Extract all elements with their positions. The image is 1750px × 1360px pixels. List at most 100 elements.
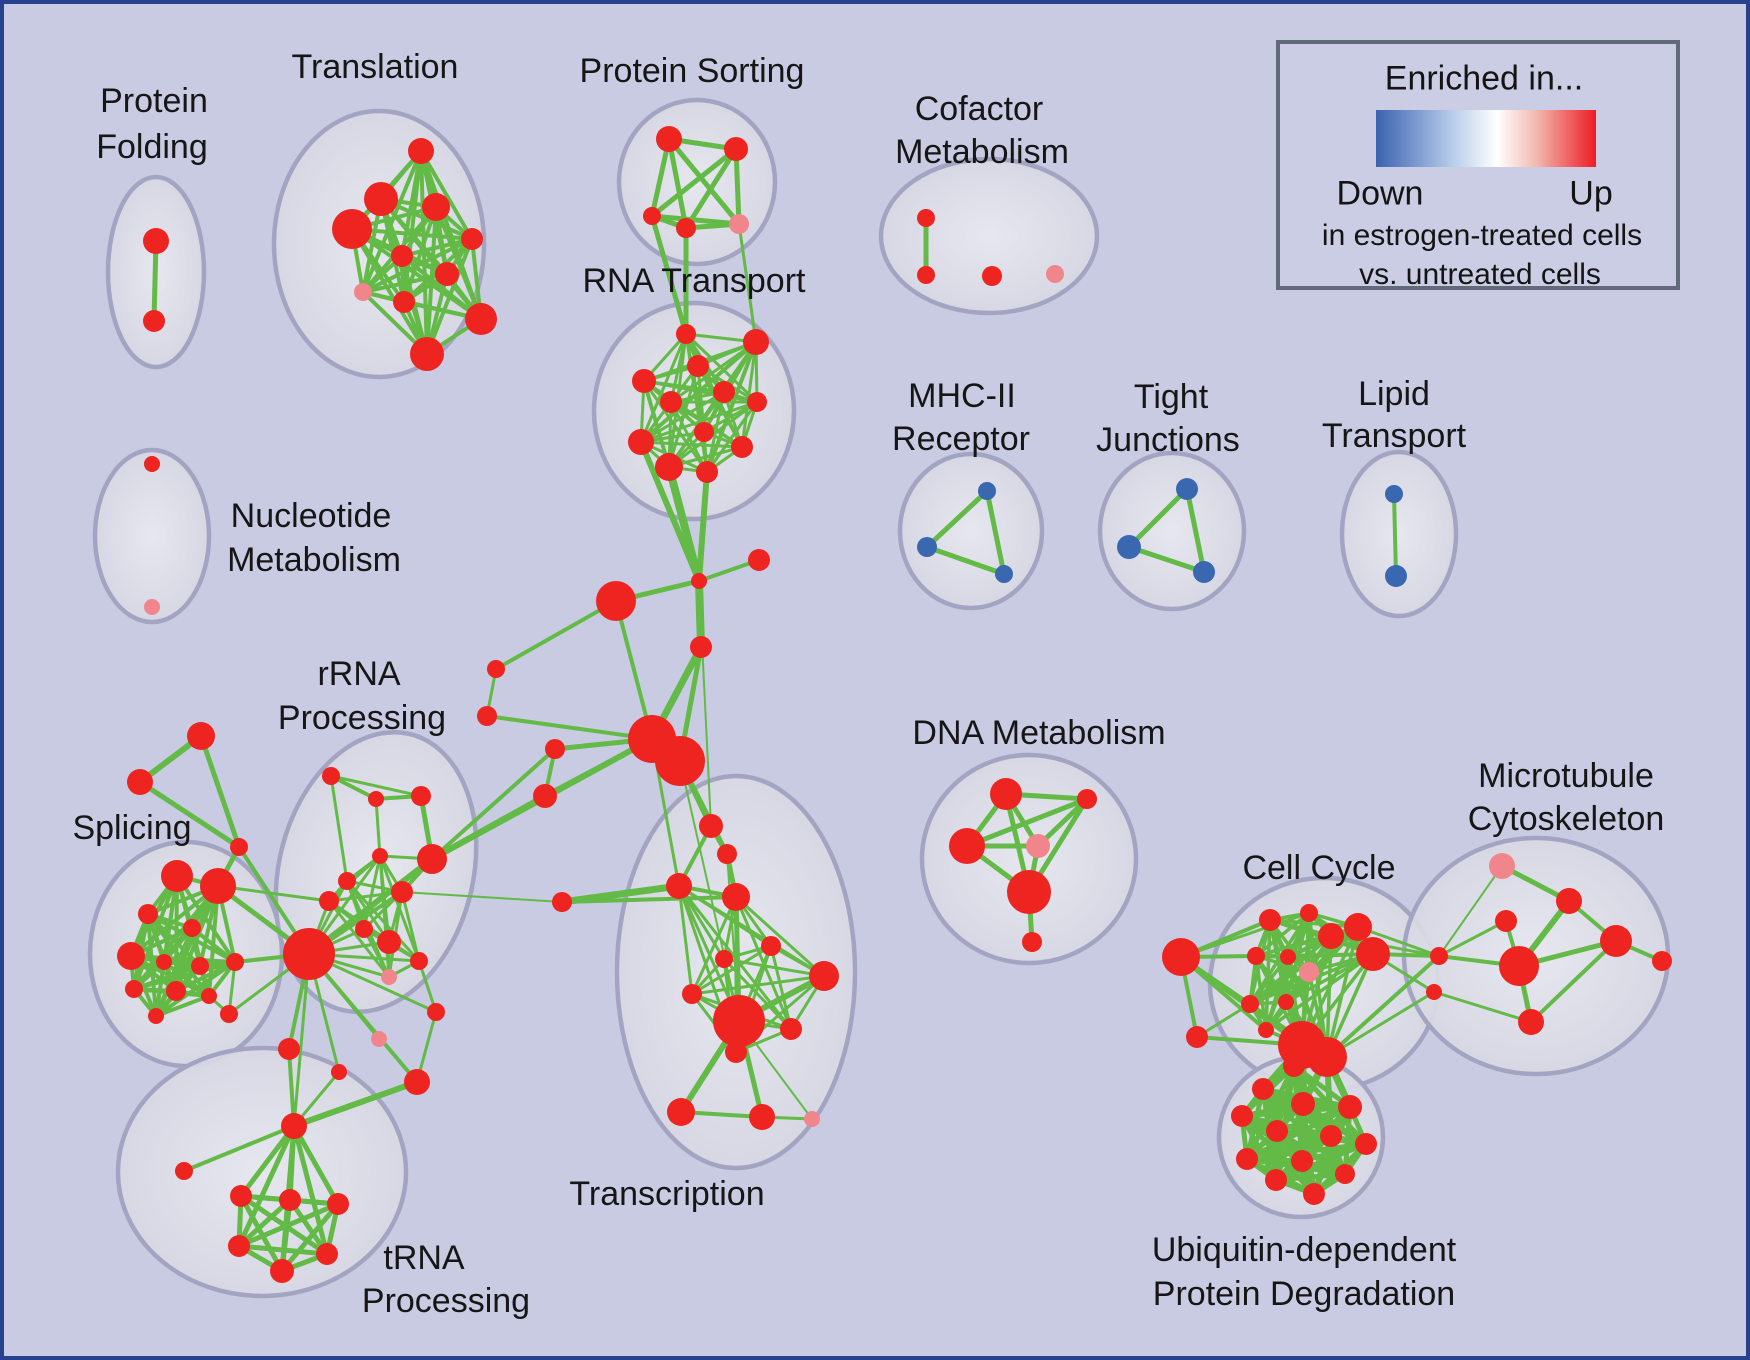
gene-set-node [713,995,765,1047]
gene-set-node [1252,1078,1274,1100]
gene-set-node [404,1069,430,1095]
cluster-label: Processing [362,1282,530,1320]
gene-set-node [281,1113,307,1139]
gene-set-node [187,722,215,750]
enrichment-edge [345,879,421,963]
gene-set-node [1231,1105,1253,1127]
gene-set-node [355,920,373,938]
gene-set-node [368,791,384,807]
gene-set-node [995,565,1013,583]
gene-set-node [1489,853,1515,879]
gene-set-node [749,1104,775,1130]
gene-set-node [156,954,172,970]
gene-set-node [410,952,428,970]
gene-set-node [417,844,447,874]
cluster-label: DNA Metabolism [912,714,1165,752]
enrichment-edge [639,390,726,444]
gene-set-node [322,767,340,785]
enrichment-edge [649,146,739,219]
cluster-label: Cytoskeleton [1468,800,1665,838]
gene-set-node [694,422,714,442]
gene-set-node [1430,947,1448,965]
enrichment-edge [649,213,689,337]
gene-set-node [748,549,770,571]
legend-caption-line1: in estrogen-treated cells [1321,219,1643,252]
enrichment-edge [327,899,391,979]
gene-set-node [655,736,705,786]
gene-set-node [676,324,696,344]
enrichment-edge [292,952,311,1128]
cluster-label: Processing [278,699,446,737]
gene-set-node [533,784,557,808]
enrichment-edge [690,944,773,996]
enrichment-edge [560,895,738,904]
enrichment-edge [1126,486,1190,550]
gene-set-node [1320,1125,1342,1147]
gene-set-node [1518,1009,1544,1035]
enrichment-edge [198,733,242,850]
gene-set-node [148,1008,164,1024]
gene-set-node [1344,913,1372,941]
enrichment-edge [1184,486,1207,575]
gene-set-node [228,1235,250,1257]
gene-set-node [655,453,683,481]
cluster-label: Microtubule [1478,757,1654,795]
gene-set-node [1355,1133,1377,1155]
gene-set-node [1278,994,1294,1010]
gene-set-node [487,660,505,678]
cluster-label: Ubiquitin-dependent [1152,1231,1457,1269]
legend-up-label: Up [1569,174,1613,213]
enrichment-edge [649,136,672,219]
enrichment-edge [132,960,237,991]
gene-set-node [715,950,733,968]
enrichment-edge [1254,911,1311,958]
enrichment-edge [1438,865,1503,957]
gene-set-node [1193,561,1215,583]
cluster-label: MHC-II [908,377,1016,415]
gene-set-node [283,928,335,980]
enrichment-edge [1248,955,1290,1006]
enrichment-edge [154,994,211,1018]
gene-set-node [1356,937,1390,971]
gene-set-node [656,126,682,152]
cluster-label: Translation [292,48,459,86]
enrichment-edge [665,463,703,585]
gene-set-node [354,283,372,301]
enrichment-edge [666,136,689,231]
gene-set-node [990,778,1022,810]
gene-set-node [1335,1164,1355,1184]
enrichment-edge [400,237,474,258]
enrichment-edge [1356,925,1441,958]
gene-set-node [201,988,217,1004]
cluster-label: Splicing [72,809,191,847]
gene-set-node [713,381,735,403]
gene-set-node [731,436,753,458]
gene-set-node [1600,925,1632,957]
gene-set-node [1022,932,1042,952]
gene-set-node [780,1018,802,1040]
enrichment-edge [425,237,474,356]
enrichment-edge [639,340,758,444]
enrichment-edge [1437,919,1508,958]
gene-set-node [1307,1037,1347,1077]
gene-set-node [278,1038,300,1060]
enrichment-edge [236,1123,297,1249]
enrichment-edge [690,974,826,996]
enrichment-edge [769,944,793,1031]
gene-set-node [175,1162,193,1180]
gene-set-node [427,1003,445,1021]
gene-set-node [143,310,165,332]
gene-set-node [270,1259,294,1283]
gene-set-node [364,182,398,216]
enrichment-edge [642,379,671,469]
gene-set-node [1499,946,1539,986]
enrichment-edge [733,146,742,227]
gene-set-node [191,957,209,975]
gene-set-node [319,891,339,911]
cluster-label: Transport [1322,417,1467,455]
gene-set-node [761,936,781,956]
cluster-label: tRNA [383,1239,465,1277]
enrichment-edge [558,882,683,906]
enrichment-edge [666,136,742,227]
